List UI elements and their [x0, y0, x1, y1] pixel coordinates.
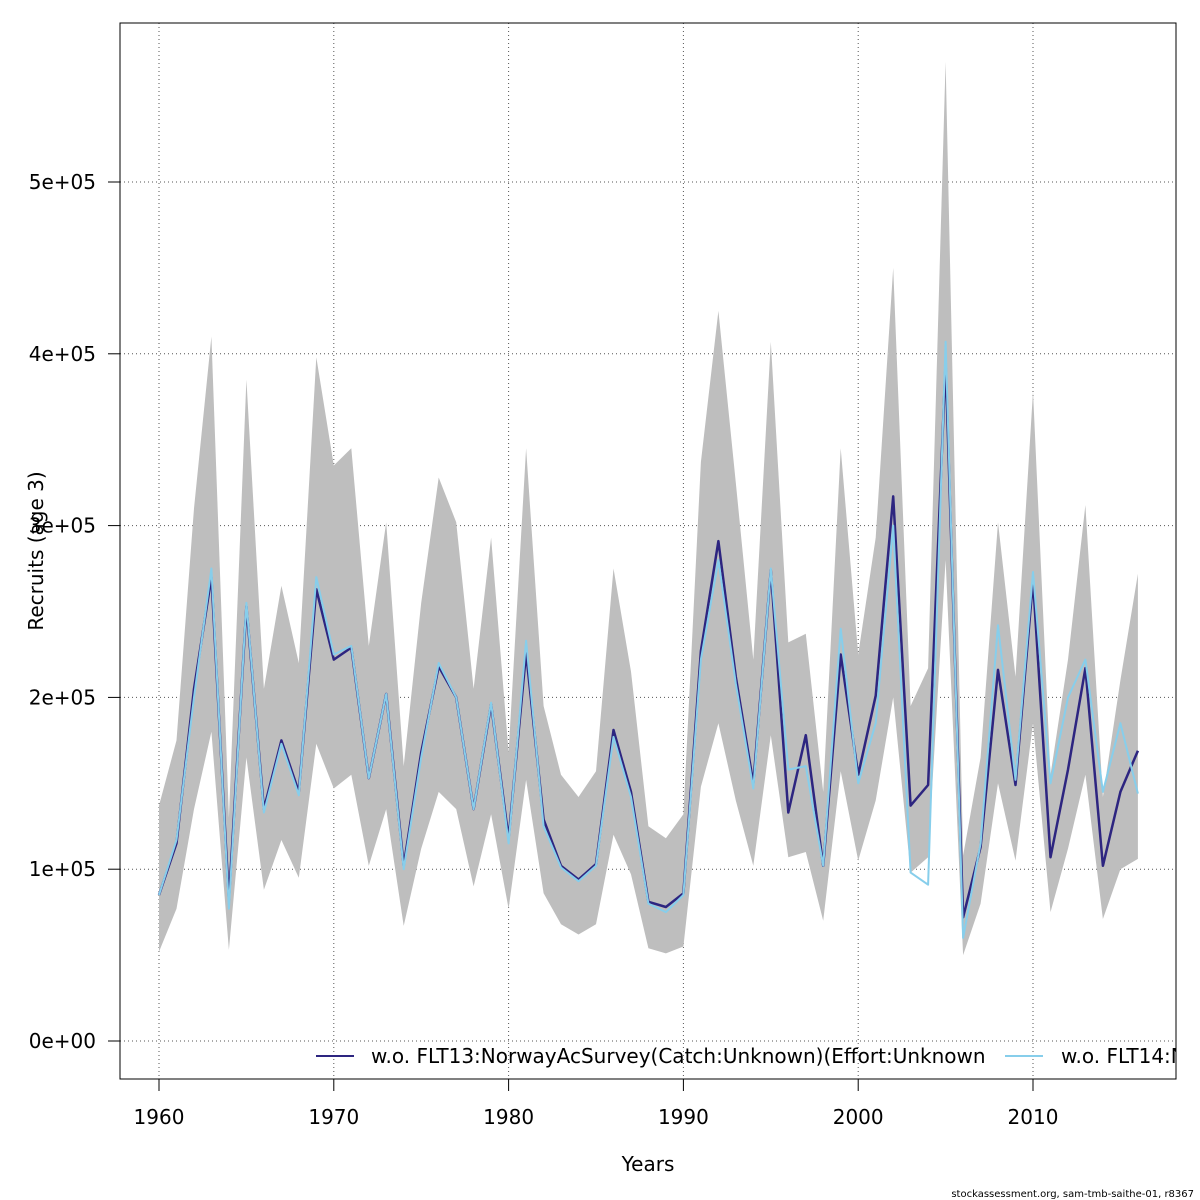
x-tick-label-2000: 2000: [833, 1105, 884, 1129]
credit-text: stockassessment.org, sam-tmb-saithe-01, …: [951, 1189, 1194, 1200]
x-tick-label-1960: 1960: [134, 1105, 185, 1129]
confidence-band-area: [159, 61, 1138, 956]
x-axis: 1960 1970 1980 1990 2000 2010: [134, 1078, 1059, 1129]
series-line-2: [158, 340, 1139, 939]
legend-label-1: w.o. FLT13:NorwayAcSurvey(Catch:Unknown)…: [371, 1044, 986, 1068]
x-tick-label-1980: 1980: [483, 1105, 534, 1129]
legend: w.o. FLT13:NorwayAcSurvey(Catch:Unknown)…: [316, 1044, 1186, 1068]
x-axis-title: Years: [621, 1152, 675, 1176]
legend-entries: w.o. FLT13:NorwayAcSurvey(Catch:Unknown)…: [316, 1044, 1186, 1068]
y-tick-label-3e+05: 3e+05: [29, 514, 96, 538]
x-tick-label-1970: 1970: [308, 1105, 359, 1129]
y-tick-label-0e+00: 0e+00: [29, 1029, 96, 1053]
x-tick-label-1990: 1990: [658, 1105, 709, 1129]
y-tick-label-4e+05: 4e+05: [29, 342, 96, 366]
y-tick-label-1e+05: 1e+05: [29, 857, 96, 881]
series-lines: [157, 340, 1140, 939]
y-tick-label-2e+05: 2e+05: [29, 685, 96, 709]
x-tick-label-2010: 2010: [1008, 1105, 1059, 1129]
confidence-band: [159, 61, 1138, 956]
y-axis-title: Recruits (age 3): [24, 471, 48, 630]
y-tick-label-5e+05: 5e+05: [29, 170, 96, 194]
legend-label-2: w.o. FLT14:N: [1061, 1044, 1186, 1068]
y-axis: 0e+00 1e+05 2e+05 3e+05 4e+05 5e+05: [29, 170, 121, 1053]
